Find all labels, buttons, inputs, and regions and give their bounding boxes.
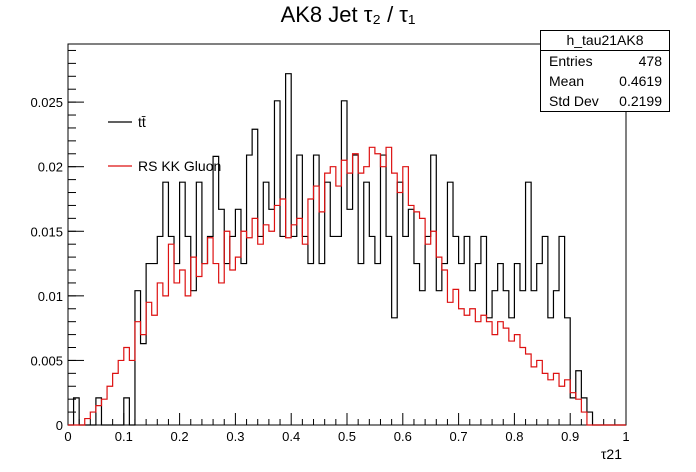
- stats-key: Mean: [549, 73, 585, 89]
- y-tick-label: 0.005: [30, 353, 63, 368]
- x-tick-label: 0: [64, 429, 71, 444]
- chart-title: AK8 Jet τ₂ / τ₁: [280, 2, 416, 27]
- stats-box: h_tau21AK8 Entries 478 Mean 0.4619 Std D…: [540, 30, 670, 112]
- x-tick-label: 0.1: [115, 429, 133, 444]
- legend-label: RS KK Gluon: [138, 158, 221, 174]
- stats-name: h_tau21AK8: [541, 31, 669, 51]
- stats-row-mean: Mean 0.4619: [541, 71, 669, 91]
- y-tick-label: 0.025: [30, 95, 63, 110]
- x-tick-label: 0.7: [450, 429, 468, 444]
- x-tick-label: 0.6: [394, 429, 412, 444]
- y-tick-label: 0: [56, 418, 63, 433]
- y-tick-label: 0.015: [30, 224, 63, 239]
- x-tick-label: 0.8: [505, 429, 523, 444]
- series-group: [68, 73, 626, 426]
- y-tick-label: 0.01: [38, 289, 63, 304]
- x-tick-label: 1: [622, 429, 629, 444]
- axis-ticks: 0 0.1 0.2 0.3 0.4 0.5 0.6 0.7 0.8 0.9 1 0 0.005 0.01 0…: [30, 49, 630, 462]
- x-axis-label: τ21: [601, 446, 622, 462]
- series-1-line: [68, 146, 626, 426]
- stats-row-stddev: Std Dev 0.2199: [541, 91, 669, 111]
- stats-key: Entries: [549, 53, 593, 69]
- stats-row-entries: Entries 478: [541, 51, 669, 71]
- x-tick-label: 0.5: [338, 429, 356, 444]
- x-tick-label: 0.3: [226, 429, 244, 444]
- stats-key: Std Dev: [549, 93, 599, 109]
- series-0-line: [68, 73, 626, 426]
- x-tick-label: 0.9: [561, 429, 579, 444]
- y-tick-label: 0.02: [38, 160, 63, 175]
- x-tick-label: 0.4: [282, 429, 300, 444]
- stats-value: 478: [638, 53, 662, 69]
- stats-value: 0.4619: [619, 73, 662, 89]
- legend-label: tt̄: [138, 114, 146, 130]
- x-tick-label: 0.2: [171, 429, 189, 444]
- stats-value: 0.2199: [619, 93, 662, 109]
- legend: tt̄ RS KK Gluon: [108, 114, 221, 174]
